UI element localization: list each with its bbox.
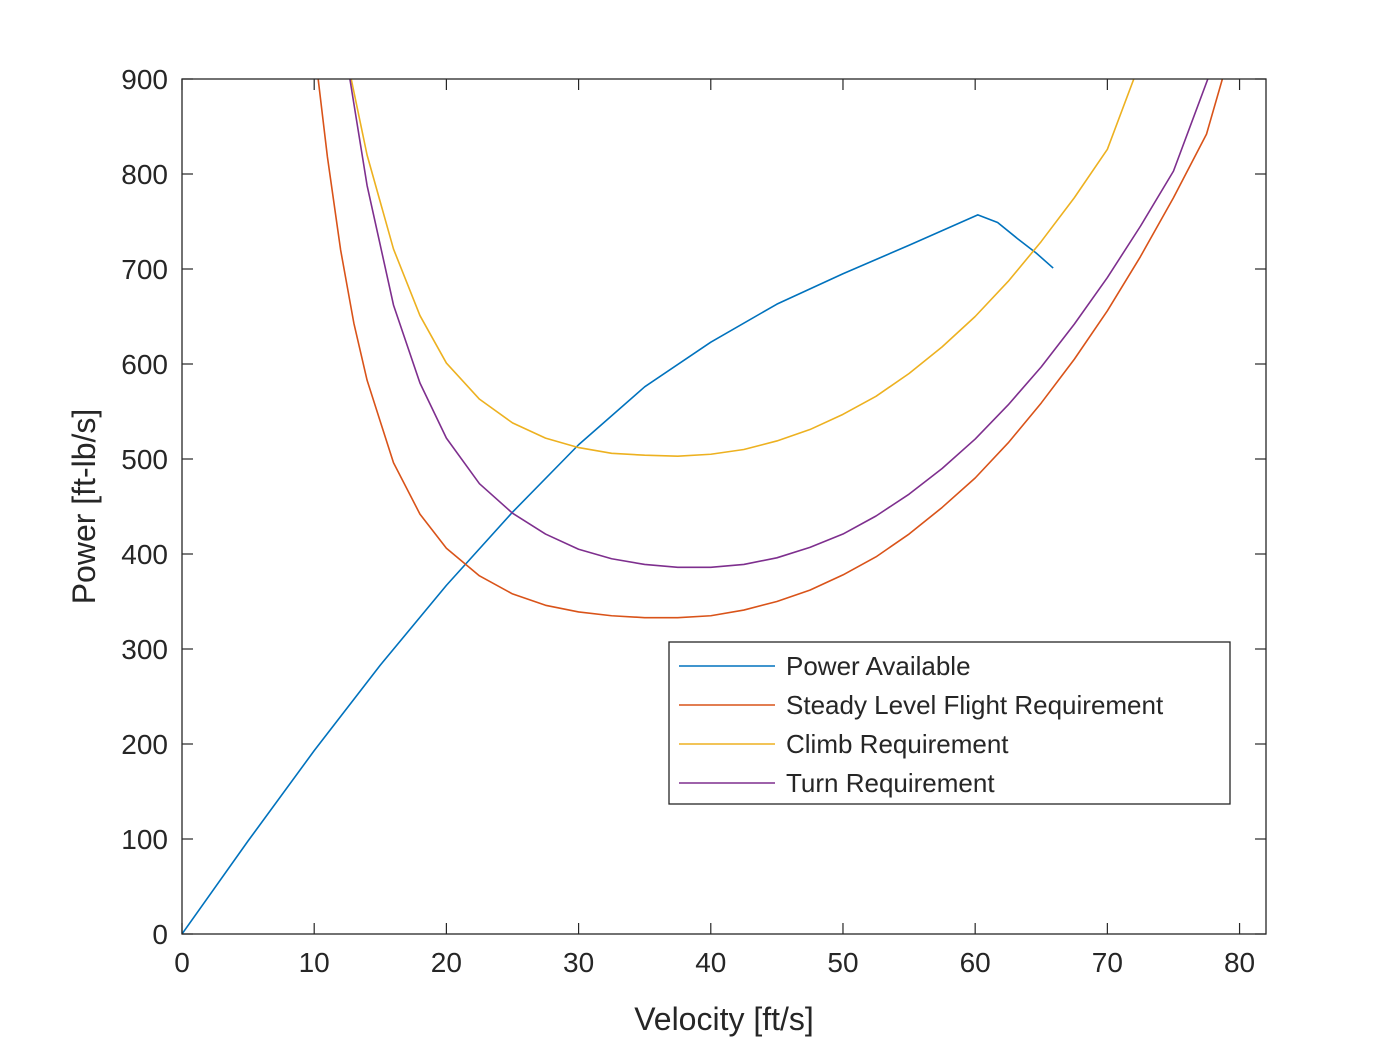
y-tick-label: 400 [121, 539, 168, 570]
legend: Power Available Steady Level Flight Requi… [668, 641, 1231, 805]
y-tick-label: 500 [121, 444, 168, 475]
series-line-1 [182, 214, 1054, 934]
y-tick-label: 0 [152, 919, 168, 950]
x-tick-label: 10 [299, 947, 330, 978]
y-tick-label: 700 [121, 254, 168, 285]
legend-box [668, 641, 1231, 805]
y-axis-title: Power [ft-lb/s] [66, 409, 102, 605]
plot-area [182, 79, 1266, 934]
series-line-4 [349, 79, 1209, 569]
axes-box [181, 78, 1267, 935]
y-tick-label: 300 [121, 634, 168, 665]
x-tick-label: 20 [431, 947, 462, 978]
x-axis-title: Velocity [ft/s] [634, 1001, 814, 1037]
plot-background [182, 79, 1266, 934]
x-tick-label: 70 [1092, 947, 1123, 978]
legend-label-2: Steady Level Flight Requirement [786, 690, 1164, 720]
x-tick-label: 80 [1224, 947, 1255, 978]
x-tick-label: 30 [563, 947, 594, 978]
x-tick-label: 60 [960, 947, 991, 978]
series-line-2 [317, 79, 1224, 619]
axes-layer: 0 10 20 30 40 50 60 70 8001002003004005006007008… [66, 64, 1267, 1037]
legend-label-4: Turn Requirement [786, 768, 995, 798]
legend-label-3: Climb Requirement [786, 729, 1009, 759]
x-tick-label: 0 [174, 947, 190, 978]
series-line-3 [350, 79, 1135, 457]
x-tick-label: 40 [695, 947, 726, 978]
legend-label-1: Power Available [786, 651, 971, 681]
y-tick-label: 100 [121, 824, 168, 855]
x-tick-label: 50 [827, 947, 858, 978]
y-tick-label: 600 [121, 349, 168, 380]
y-tick-label: 900 [121, 64, 168, 95]
y-tick-label: 200 [121, 729, 168, 760]
series-layer [182, 79, 1224, 934]
y-tick-label: 800 [121, 159, 168, 190]
